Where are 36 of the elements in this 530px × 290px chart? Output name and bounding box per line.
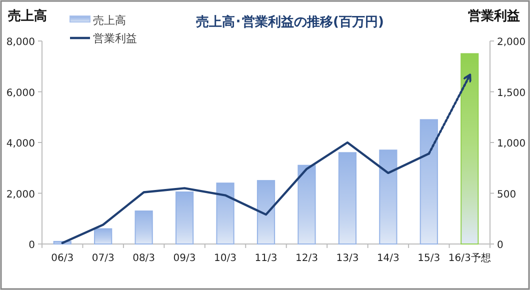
y-axis-title: 売上高 [8, 8, 47, 24]
x-tick-label: 12/3 [295, 253, 318, 264]
y-tick-label: 2,000 [6, 189, 35, 200]
y-tick-label: 6,000 [6, 88, 35, 99]
x-tick-label: 08/3 [132, 253, 156, 264]
y-tick-label: 0 [28, 240, 35, 251]
y2-tick-label: 500 [497, 189, 516, 200]
y2-tick-label: 2,000 [497, 37, 526, 48]
x-tick-label: 07/3 [92, 253, 114, 264]
x-tick-label: 11/3 [254, 253, 278, 264]
legend-label: 営業利益 [93, 32, 137, 45]
y-tick-label: 8,000 [6, 37, 35, 48]
bar [256, 180, 276, 244]
x-tick-label: 15/3 [418, 253, 440, 264]
y2-tick-label: 1,000 [497, 138, 526, 150]
bar [420, 119, 438, 244]
chart-title: 売上高･営業利益の推移(百万円) [196, 14, 384, 30]
y-tick-label: 4,000 [6, 138, 35, 150]
x-tick-label: 13/3 [336, 253, 359, 264]
y2-axis-title: 営業利益 [468, 8, 520, 24]
x-tick-label: 10/3 [214, 253, 237, 264]
bar [175, 191, 194, 244]
legend-label: 売上高 [93, 14, 126, 27]
bar [298, 164, 316, 244]
y2-tick-label: 1,500 [497, 88, 526, 99]
bar [338, 152, 357, 244]
bar [460, 53, 479, 244]
bar [134, 210, 153, 244]
bar [94, 228, 112, 244]
x-tick-label: 09/3 [173, 253, 196, 264]
x-tick-label: 16/3予想 [448, 252, 491, 264]
y2-tick-label: 0 [497, 240, 504, 251]
x-tick-label: 06/3 [51, 253, 74, 264]
bar [216, 182, 234, 244]
x-tick-label: 14/3 [376, 253, 400, 264]
bar [379, 150, 398, 244]
